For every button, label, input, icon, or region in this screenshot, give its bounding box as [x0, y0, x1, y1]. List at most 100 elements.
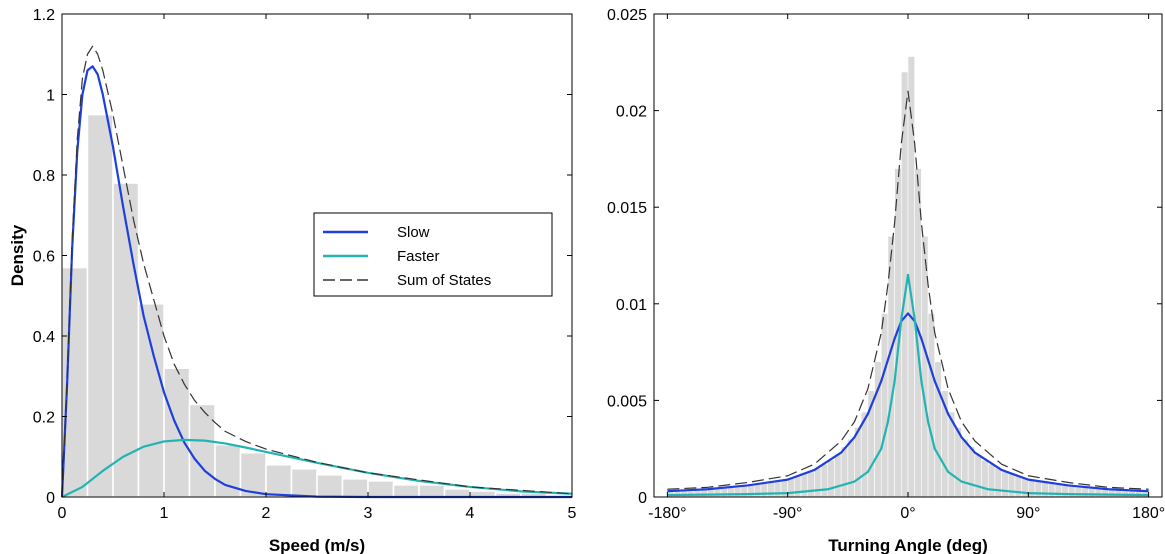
speed-x-axis-label: Speed (m/s) [269, 536, 365, 554]
speed-hist-bar [290, 468, 318, 498]
legend-label-faster: Faster [397, 248, 440, 265]
angle-hist-bar [1088, 488, 1096, 498]
angle-hist-bar [1007, 473, 1016, 498]
angle-hist-bar [753, 484, 762, 498]
speed-hist-bar [443, 488, 471, 498]
angle-ticks: -180° -90° 0° 90° 180° 0 0.005 0.01 0.015 0.02 0.0… [607, 7, 1165, 522]
angle-hist-bar [814, 467, 822, 498]
angle-hist-bar [713, 488, 722, 498]
angle-hist-bar [780, 479, 788, 498]
angle-curve-slow [667, 312, 1149, 493]
angle-hist-bar [927, 313, 936, 498]
turning-angle-panel: -180° -90° 0° 90° 180° 0 0.005 0.01 0.015 0.02 0.0… [607, 7, 1165, 554]
speed-hist-bar [392, 484, 420, 498]
angle-x-axis-label: Turning Angle (deg) [828, 536, 988, 554]
speed-curve-faster [61, 438, 573, 498]
angle-curve-faster [667, 273, 1149, 497]
angle-hist-bar [994, 467, 1002, 498]
angle-hist-bar [720, 488, 728, 498]
speed-hist-bar [137, 303, 165, 498]
angle-hist-bar [800, 473, 809, 498]
speed-curve-sum-of-states [61, 45, 573, 498]
angle-y-tick-label: 0 [638, 490, 647, 507]
angle-hist-bar [981, 459, 989, 498]
speed-y-tick-label: 1.2 [33, 7, 55, 24]
speed-x-tick-label: 1 [160, 505, 169, 522]
speed-x-tick-label: 0 [58, 505, 67, 522]
angle-x-tick-label: 180° [1132, 505, 1165, 522]
angle-hist-bar [967, 446, 976, 498]
speed-hist-bar [61, 266, 89, 498]
angle-hist-bar [1101, 488, 1109, 498]
angle-hist-bar [840, 446, 849, 498]
legend-label-sum: Sum of States [397, 272, 491, 289]
legend-box [313, 212, 553, 297]
speed-y-tick-label: 0.4 [33, 329, 55, 346]
speed-hist-bar [341, 478, 369, 498]
angle-x-tick-label: -90° [773, 505, 803, 522]
speed-y-tick-label: 0.6 [33, 249, 55, 266]
speed-y-tick-label: 0.2 [33, 410, 55, 427]
angle-hist-bar [1048, 483, 1056, 498]
speed-histogram [61, 113, 573, 498]
angle-hist-bar [834, 454, 842, 498]
angle-y-tick-label: 0.02 [616, 104, 647, 121]
speed-hist-bar [265, 464, 293, 498]
angle-hist-bar [767, 482, 775, 498]
angle-hist-bar [1074, 487, 1083, 498]
angle-hist-bar [1054, 484, 1063, 498]
angle-x-tick-label: 90° [1016, 505, 1040, 522]
speed-y-axis-label: Density [8, 224, 27, 286]
speed-curve-slow [60, 65, 572, 499]
angle-hist-bar [1061, 485, 1069, 498]
speed-hist-bar [316, 474, 344, 498]
angle-hist-bar [954, 427, 962, 498]
speed-hist-bar [188, 403, 216, 498]
angle-y-tick-label: 0.015 [607, 200, 647, 217]
angle-hist-bar [1028, 479, 1036, 498]
angle-hist-bar [1014, 475, 1022, 498]
angle-hist-bar [794, 475, 802, 498]
speed-y-tick-label: 0 [46, 490, 55, 507]
speed-x-tick-label: 2 [262, 505, 271, 522]
angle-hist-bar [961, 438, 969, 498]
angle-hist-bar [847, 438, 855, 498]
angle-hist-bar [774, 481, 782, 498]
legend: Slow Faster Sum of States [313, 212, 553, 297]
speed-y-tick-label: 1 [46, 88, 55, 105]
angle-hist-bar [921, 235, 929, 498]
angle-hist-bar [1068, 486, 1076, 498]
angle-hist-bar [1094, 488, 1103, 498]
angle-hist-bar [740, 486, 748, 498]
legend-label-slow: Slow [397, 224, 430, 241]
speed-hist-bar [367, 480, 395, 498]
angle-hist-bar [807, 471, 815, 498]
angle-hist-bar [727, 487, 735, 498]
angle-hist-bar [1001, 471, 1009, 498]
angle-hist-bar [747, 485, 755, 498]
angle-y-tick-label: 0.005 [607, 393, 647, 410]
angle-hist-bar [760, 483, 768, 498]
angle-curve-sum-of-states [667, 90, 1149, 490]
angle-y-tick-label: 0.01 [616, 297, 647, 314]
speed-x-tick-label: 3 [364, 505, 373, 522]
angle-hist-bar [880, 313, 889, 498]
angle-curves [667, 90, 1149, 497]
speed-hist-bar [163, 367, 191, 498]
speed-hist-bar [86, 113, 114, 498]
speed-panel: 0 1 2 3 4 5 0 0.2 0.4 0.6 0.8 1 1.2 Speed (m/s) Dens… [8, 7, 577, 554]
angle-hist-bar [987, 463, 996, 498]
speed-hist-bar [418, 484, 446, 498]
speed-hist-bar [112, 182, 140, 498]
angle-x-tick-label: 0° [900, 505, 915, 522]
angle-hist-bar [854, 427, 862, 498]
speed-curves [60, 45, 573, 499]
angle-x-tick-label: -180° [648, 505, 686, 522]
angle-y-tick-label: 0.025 [607, 7, 647, 24]
angle-hist-bar [1034, 481, 1042, 498]
angle-hist-bar [974, 454, 982, 498]
speed-x-tick-label: 4 [466, 505, 475, 522]
angle-hist-bar [733, 487, 742, 498]
speed-x-tick-label: 5 [568, 505, 577, 522]
